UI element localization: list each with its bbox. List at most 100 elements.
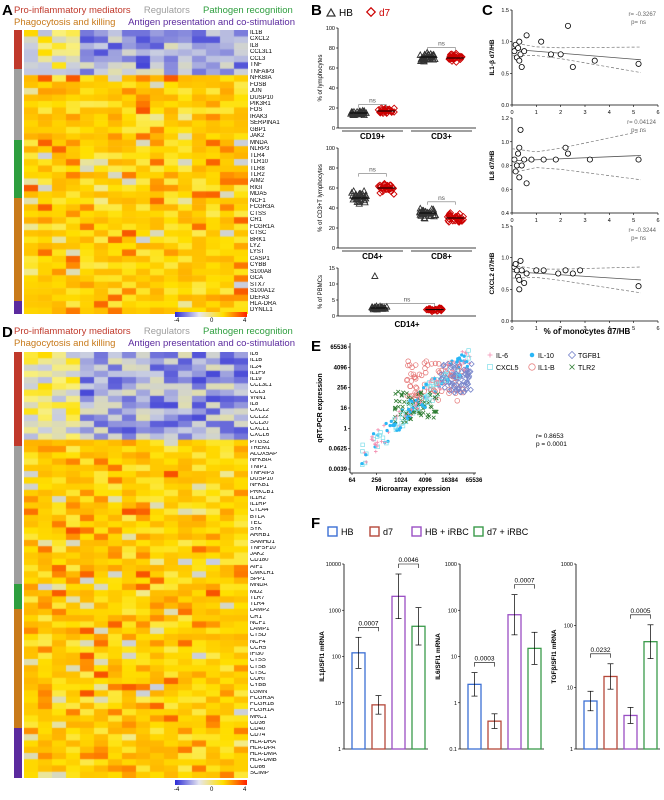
x-axis-label: Microarray expression <box>376 486 451 493</box>
y-tick-label: 10 <box>335 701 341 707</box>
y-tick-label: 16 <box>340 406 347 412</box>
y-axis-label: IL6/SFI1 mRNA <box>435 633 442 680</box>
gene-label: CCL3L1 <box>250 383 272 389</box>
data-point <box>557 51 564 58</box>
y-tick-label: 1.0 <box>501 256 509 262</box>
colorbar-a-tick-mid: 0 <box>210 318 214 324</box>
gene-label: TNF <box>250 62 262 69</box>
gene-label: TNFSF10 <box>250 545 276 551</box>
category-legend-d-row1: Pro-inflammatory mediators Regulators Pa… <box>14 326 293 337</box>
data-point <box>440 362 447 370</box>
gene-label: IL1B <box>250 30 263 36</box>
data-point <box>547 51 554 58</box>
x-tick-label: 2 <box>559 218 562 224</box>
gene-label: IFI30 <box>250 652 264 657</box>
y-tick-label: 0.0625 <box>329 447 348 453</box>
x-tick-label: 256 <box>371 478 382 484</box>
y-axis-label: TGFβ/SFI1 mRNA <box>551 629 558 683</box>
data-point <box>408 378 415 384</box>
gene-label: CXCL2 <box>250 36 270 43</box>
gene-label: SPP1 <box>250 577 266 582</box>
significance-bracket <box>474 662 495 667</box>
data-point <box>511 48 518 55</box>
data-point <box>518 267 525 274</box>
data-point <box>432 360 439 367</box>
y-tick-label: 5 <box>332 298 335 304</box>
x-tick-label: 6 <box>656 326 659 332</box>
data-point <box>432 388 438 395</box>
category-label: CD14+ <box>394 320 419 329</box>
data-point <box>371 432 376 436</box>
ns-annotation: ns <box>369 167 377 174</box>
legend-pro-inflammatory: Pro-inflammatory mediators <box>14 326 131 337</box>
data-point <box>462 371 469 378</box>
data-point <box>463 378 471 386</box>
data-point <box>415 406 420 411</box>
gene-label: CCL3L1 <box>250 49 273 56</box>
data-point <box>377 433 382 438</box>
gene-label: HLA-DRA <box>250 739 277 745</box>
gene-label: CTSC <box>250 670 267 676</box>
data-point <box>376 427 380 432</box>
x-tick-label: 0 <box>510 326 513 332</box>
data-point <box>375 440 380 445</box>
data-point <box>373 449 378 454</box>
y-tick-label: 0.5 <box>501 71 509 77</box>
colorbar-d-tick-max: 4 <box>243 787 247 793</box>
gene-label: CR1 <box>250 614 262 620</box>
gene-label: AIM2 <box>250 178 265 185</box>
y-tick-label: 10 <box>567 685 573 691</box>
data-point-hb <box>356 189 365 197</box>
gene-label: CR1 <box>250 217 263 224</box>
x-tick-label: 65536 <box>466 478 483 484</box>
colorbar-d-tick-mid: 0 <box>210 787 214 793</box>
data-point <box>529 352 535 358</box>
gene-label: PTGS2 <box>250 439 270 445</box>
gene-label: TLR4 <box>250 602 265 607</box>
gene-label: JUN <box>250 88 262 95</box>
data-point <box>569 64 576 71</box>
legend-d7-label: d7 <box>379 8 391 19</box>
y-tick-label: 256 <box>337 386 348 392</box>
data-point <box>399 393 404 398</box>
data-point-d7 <box>384 183 393 192</box>
y-tick-label: 20 <box>329 106 335 112</box>
significance-bracket <box>630 614 651 619</box>
data-point <box>378 430 383 435</box>
data-point <box>413 384 419 390</box>
data-point <box>463 350 468 355</box>
data-point <box>523 180 530 187</box>
legend-pathogen-recognition: Pathogen recognition <box>203 5 293 16</box>
data-point <box>521 279 528 286</box>
y-tick-label: 0.1 <box>449 747 457 753</box>
colorbar-d-tick-min: -4 <box>174 787 180 793</box>
gene-label: IL6 <box>250 352 259 357</box>
category-band-antigen <box>14 727 22 778</box>
y-tick-label: 0.5 <box>501 287 509 293</box>
gene-label: IL24 <box>250 364 262 370</box>
category-band-pathogen-recognition <box>14 139 22 198</box>
panel-label-e: E <box>311 338 322 355</box>
x-tick-label: 3 <box>583 218 586 224</box>
gene-label: CYBB <box>250 683 267 689</box>
correlation-p: p= ns <box>631 128 646 134</box>
x-tick-label: 6 <box>656 110 659 116</box>
data-point <box>451 373 458 380</box>
gene-label: TLR8 <box>250 165 265 172</box>
data-point <box>408 416 413 421</box>
chart-f-f-2: 0.1 1 10 100 1000 IL6/SFI1 mRNA 0.0003 0.0007 <box>435 562 544 753</box>
ns-annotation: ns <box>404 296 412 303</box>
correlation-r: r= 0.8653 <box>536 433 564 440</box>
data-point <box>516 276 523 283</box>
data-point <box>432 409 438 414</box>
data-point-hb <box>360 187 368 194</box>
gene-label: NCF1 <box>250 620 266 626</box>
correlation-p: p = 0.0001 <box>536 441 567 448</box>
significance-bracket <box>590 653 611 658</box>
data-point <box>513 267 520 274</box>
gene-label: FOSB <box>250 81 267 88</box>
data-point <box>462 354 466 358</box>
data-point <box>385 428 389 433</box>
gene-label: FCGR3A <box>250 204 275 211</box>
